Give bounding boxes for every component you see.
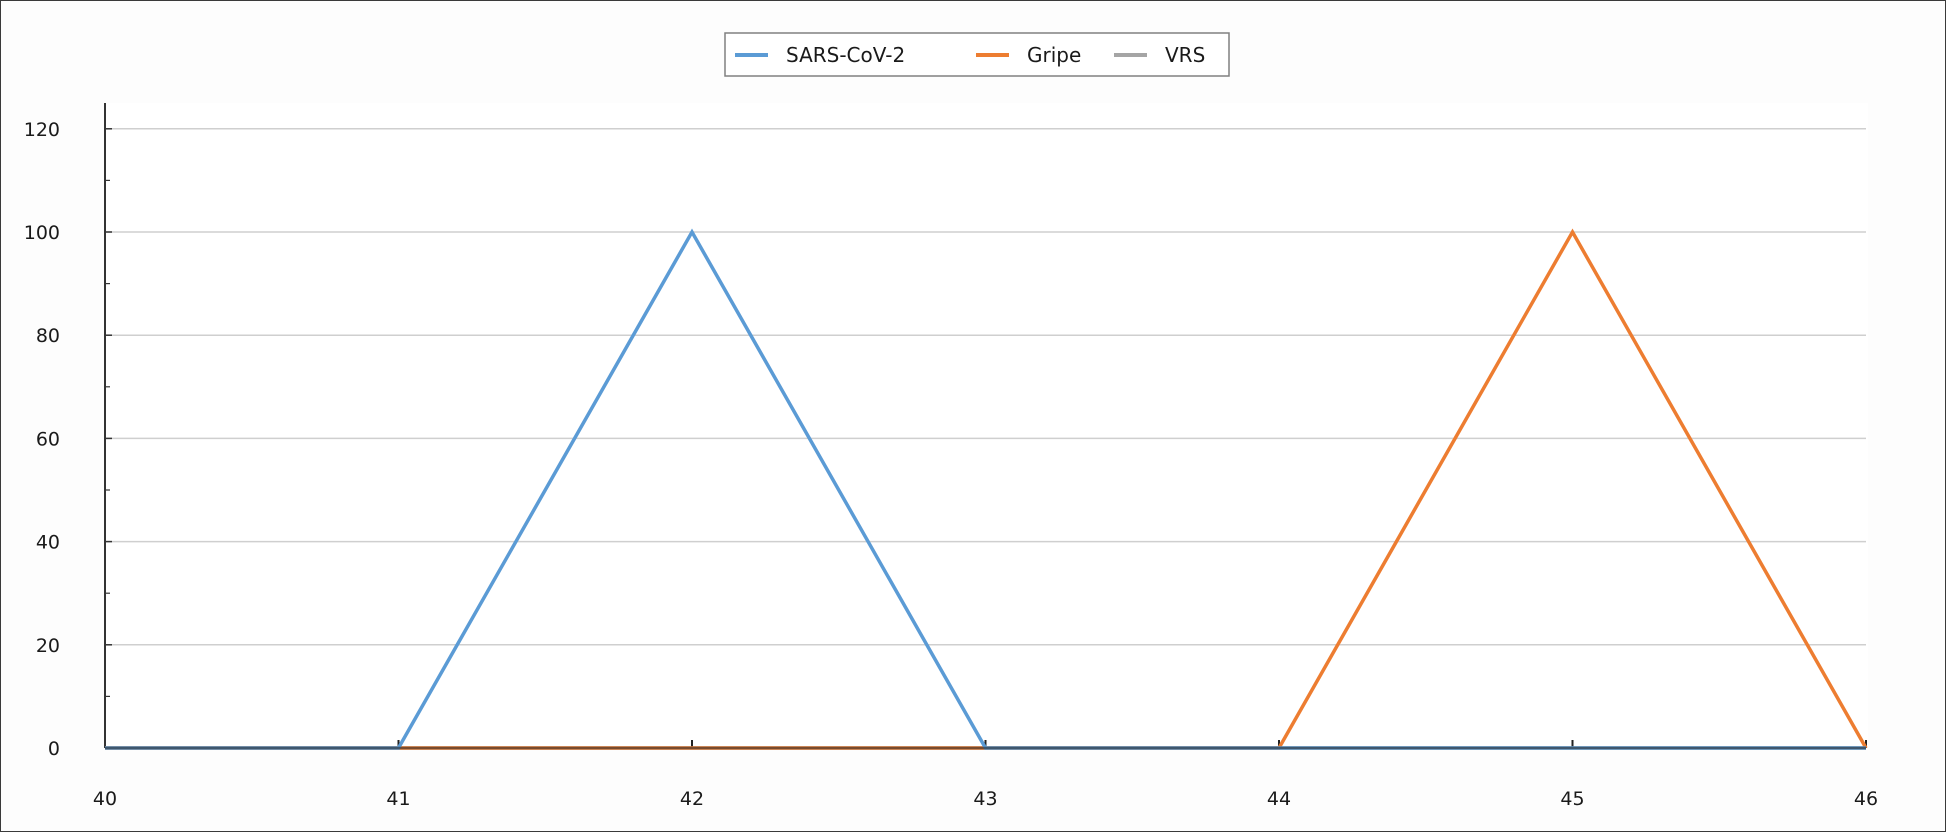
tick-labels: 0 20 40 60 80 100 120 40 41 42 43 44 45 46 [24, 119, 1878, 810]
x-tick-label: 45 [1560, 788, 1584, 810]
series-lines [105, 228, 1868, 750]
x-tick-label: 40 [93, 788, 117, 810]
y-tick-label: 20 [36, 635, 60, 657]
y-tick-label: 0 [48, 738, 60, 760]
y-tick-label: 60 [36, 428, 60, 450]
x-tick-label: 41 [386, 788, 410, 810]
y-tick-label: 80 [36, 325, 60, 347]
legend-label: VRS [1165, 43, 1205, 67]
legend-label: SARS-CoV-2 [786, 43, 905, 67]
y-tick-label: 120 [24, 119, 60, 141]
plot-area [105, 103, 1868, 748]
gridlines [105, 128, 1866, 646]
legend: SARS-CoV-2 Gripe VRS [724, 32, 1230, 77]
x-tick-label: 43 [973, 788, 997, 810]
x-tick-label: 42 [680, 788, 704, 810]
x-tick-label: 46 [1854, 788, 1878, 810]
x-tick-label: 44 [1267, 788, 1291, 810]
y-tick-label: 100 [24, 222, 60, 244]
y-tick-label: 40 [36, 532, 60, 554]
legend-label: Gripe [1027, 43, 1081, 67]
